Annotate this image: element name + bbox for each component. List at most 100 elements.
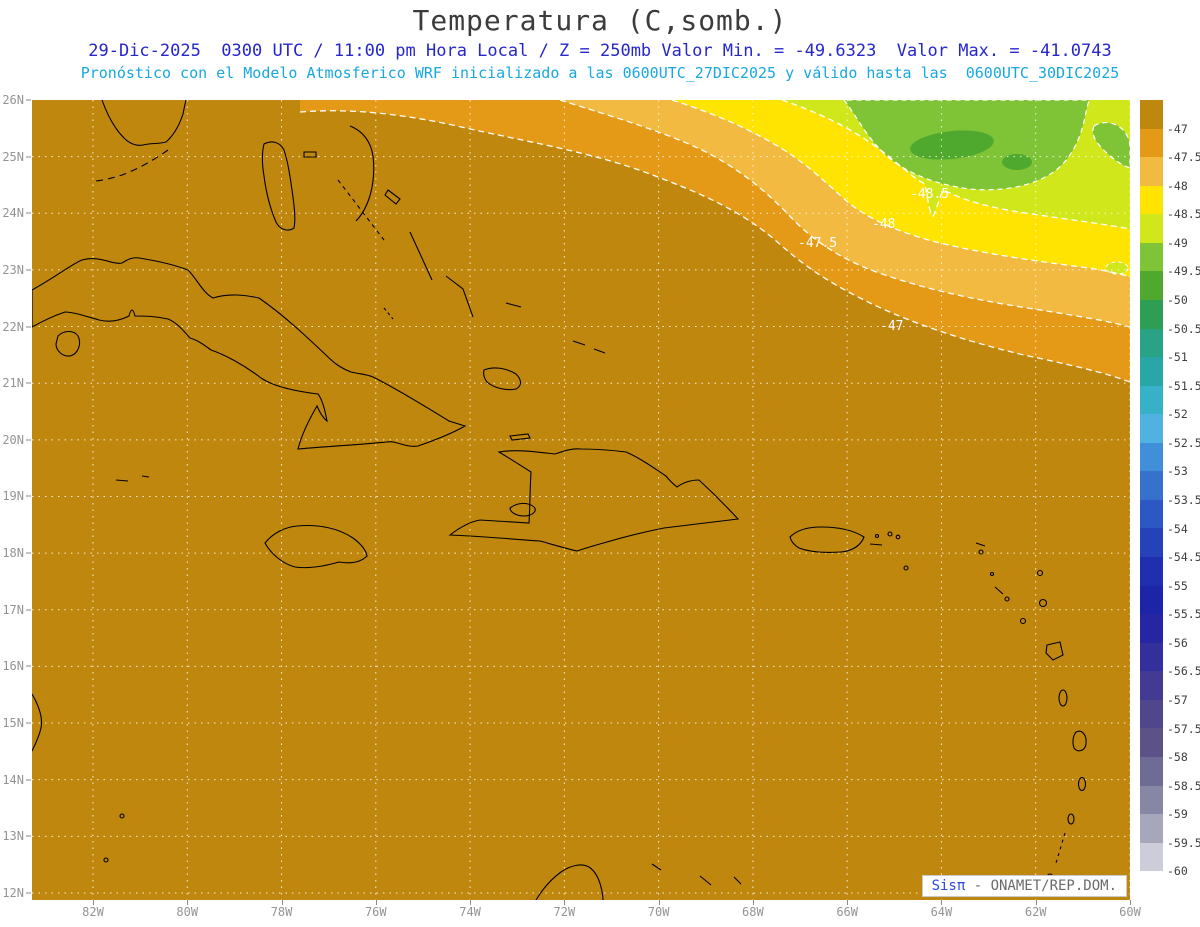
colorbar-segment <box>1140 814 1163 843</box>
axis-tick <box>752 900 754 905</box>
coastline-culebra <box>874 533 880 539</box>
valid-time-line: 29-Dic-2025 0300 UTC / 11:00 pm Hora Loc… <box>88 41 1112 61</box>
lon-axis-label: 74W <box>459 905 481 919</box>
coastline-barbuda <box>1036 569 1044 577</box>
temperature-field <box>32 100 1130 900</box>
colorbar <box>1140 100 1163 900</box>
colorbar-label: -54.5 <box>1167 550 1200 565</box>
map-area: -48.5 -48 -47.5 -47 Sisπ - ONAMET/REP.DOM. <box>32 100 1130 900</box>
colorbar-label: -51 <box>1167 350 1188 365</box>
lon-axis-label: 70W <box>647 905 670 919</box>
colorbar-label: -56.5 <box>1167 664 1200 679</box>
colorbar-label: -53.5 <box>1167 493 1200 507</box>
colorbar-segment <box>1140 157 1163 186</box>
axis-tick <box>281 900 283 905</box>
band-minus49-5-spot <box>910 130 994 160</box>
lat-axis-label: 24N <box>2 206 24 221</box>
coastline-antigua <box>1038 598 1048 608</box>
colorbar-segment <box>1140 385 1163 415</box>
colorbar-segment <box>1140 271 1163 300</box>
contour-label: -48 <box>872 217 895 232</box>
colorbar-segment <box>1140 471 1163 500</box>
axis-tick <box>26 212 31 214</box>
colorbar-segment <box>1140 785 1163 815</box>
contour-label: -48.5 <box>910 187 949 202</box>
coastline-anguilla <box>975 542 986 547</box>
model-run-line: Pronóstico con el Modelo Atmosferico WRF… <box>80 64 1120 82</box>
axis-tick <box>93 900 94 905</box>
axis-tick <box>26 156 31 158</box>
watermark: Sisπ - ONAMET/REP.DOM. <box>921 875 1127 897</box>
colorbar-label: -50.5 <box>1167 321 1200 336</box>
colorbar-label: -58 <box>1167 750 1188 765</box>
colorbar-label: -59 <box>1167 807 1188 822</box>
coastline-mayaguana <box>505 302 522 308</box>
coastline-florida <box>101 100 187 146</box>
lon-axis-label: 82W <box>82 905 104 919</box>
colorbar-segment <box>1140 128 1163 158</box>
band-minus49-5-spot <box>1002 154 1032 170</box>
colorbar-segment <box>1140 671 1163 700</box>
coastline-virgin-islands <box>887 531 893 537</box>
coastline-grand-cayman <box>115 479 129 482</box>
coastline-gonave <box>509 502 536 517</box>
lat-axis-label: 15N <box>2 716 24 731</box>
lat-axis-label: 23N <box>2 262 24 277</box>
coastlines <box>32 100 1087 900</box>
lat-axis-label: 25N <box>2 149 24 164</box>
coastline-curacao <box>699 875 712 886</box>
coastline-aruba <box>651 863 662 871</box>
lat-axis-label: 17N <box>2 602 24 617</box>
axis-tick <box>26 835 31 837</box>
lon-axis-label: 76W <box>364 905 387 919</box>
colorbar-label: -49.5 <box>1167 264 1200 279</box>
contour-lines <box>299 100 1130 383</box>
lat-axis-label: 26N <box>2 93 24 107</box>
axis-tick <box>26 269 31 271</box>
axis-tick <box>187 900 189 905</box>
coastline-long-island <box>409 231 433 281</box>
coastline-st-kitts <box>994 586 1004 595</box>
lon-axis-label: 62W <box>1024 905 1047 919</box>
coastline-cuba <box>32 257 467 450</box>
contour-label: -47 <box>880 319 903 334</box>
axis-tick <box>26 382 31 384</box>
coastline-nevis <box>1004 596 1010 602</box>
lat-axis-label: 18N <box>2 546 24 561</box>
coastline-dominica <box>1058 689 1068 707</box>
lon-axis-label: 80W <box>176 905 199 919</box>
lon-axis-label: 68W <box>742 905 764 919</box>
coastline-st-lucia <box>1077 776 1087 792</box>
colorbar-label: -49 <box>1167 235 1188 250</box>
colorbar-segment <box>1140 699 1163 729</box>
axis-tick <box>26 609 31 611</box>
coastline-vieques <box>869 543 883 546</box>
coastline-bonaire <box>733 876 742 885</box>
colorbar-segment <box>1140 728 1163 757</box>
colorbar-segment <box>1140 299 1163 329</box>
axis-tick <box>26 99 31 101</box>
coastline-nicaragua <box>32 693 43 752</box>
colorbar-label: -57 <box>1167 693 1188 707</box>
colorbar-label: -60 <box>1167 864 1188 879</box>
axis-tick <box>26 439 31 441</box>
coastline-guajira <box>535 864 604 900</box>
lat-axis-label: 22N <box>2 319 24 334</box>
lat-axis-label: 14N <box>2 772 24 787</box>
colorbar-label: -55.5 <box>1167 607 1200 622</box>
contour-minus48-5 <box>781 100 1130 230</box>
coastline-crooked-acklins <box>445 275 474 318</box>
colorbar-segment <box>1140 414 1163 443</box>
coastline-florida-keys <box>95 149 169 182</box>
axis-tick <box>26 326 31 328</box>
band-minus49-edge-patch <box>1092 121 1130 169</box>
axis-tick <box>26 779 31 781</box>
coastline-andros <box>261 141 296 231</box>
colorbar-label: -54 <box>1167 521 1188 536</box>
axis-tick <box>658 900 660 905</box>
coastline-virgin-islands <box>895 534 901 540</box>
axis-tick <box>26 722 31 724</box>
coastline-ragged <box>383 307 394 320</box>
contour-minus48 <box>671 100 1130 278</box>
lon-axis-label: 66W <box>836 905 858 919</box>
